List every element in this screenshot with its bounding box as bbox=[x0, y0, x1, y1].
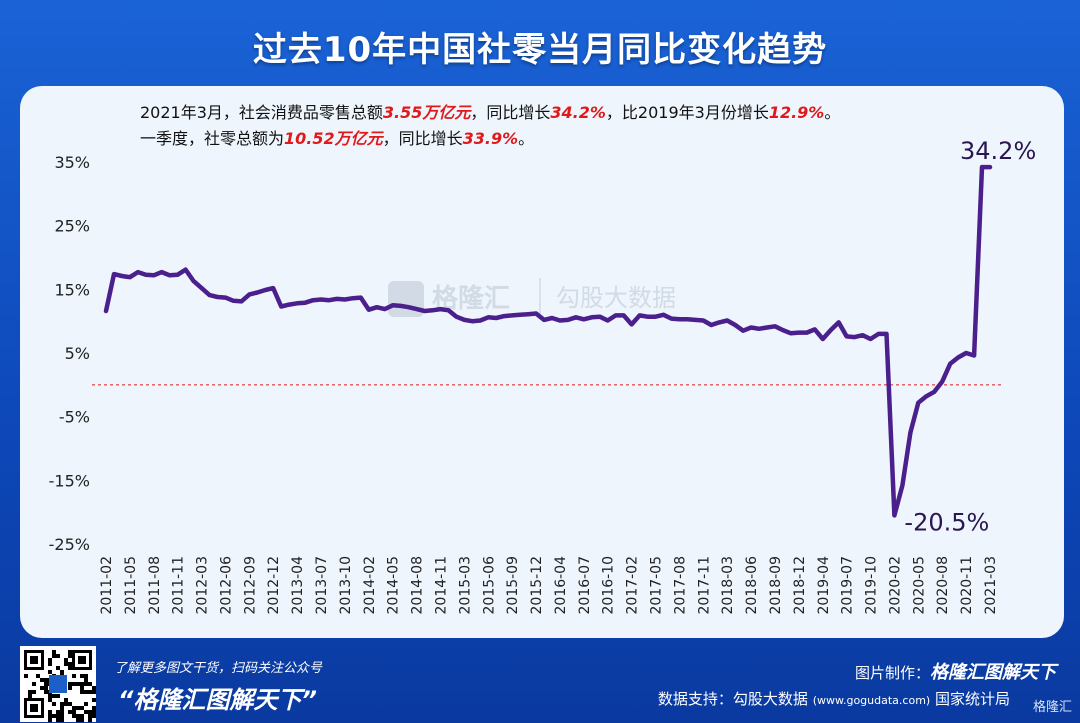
credit-label: 图片制作： bbox=[854, 664, 930, 682]
y-tick-label: 15% bbox=[54, 280, 90, 299]
y-tick-label: 35% bbox=[54, 153, 90, 172]
note-text: 一季度，社零总额为 bbox=[140, 129, 285, 148]
y-tick-label: -5% bbox=[59, 408, 90, 427]
x-tick-label: 2015-12 bbox=[529, 556, 545, 615]
y-axis: 35% 25% 15% 5% -5% -15% -25% bbox=[49, 153, 90, 554]
x-tick-label: 2016-10 bbox=[601, 556, 617, 615]
qr-code-icon bbox=[20, 646, 96, 722]
y-tick-label: 5% bbox=[65, 344, 90, 363]
x-tick-label: 2012-03 bbox=[195, 556, 211, 615]
note-text: ，同比增长 bbox=[382, 129, 463, 148]
annotations: 34.2% -20.5% bbox=[904, 137, 1036, 536]
annotation-max: 34.2% bbox=[960, 137, 1036, 165]
note-text: ，同比增长 bbox=[470, 103, 551, 122]
x-tick-label: 2018-06 bbox=[744, 556, 760, 615]
x-tick-label: 2014-11 bbox=[433, 556, 449, 615]
y-tick-label: -15% bbox=[49, 471, 90, 490]
x-tick-label: 2017-11 bbox=[696, 556, 712, 615]
x-tick-label: 2012-12 bbox=[266, 556, 282, 615]
x-tick-label: 2020-05 bbox=[911, 556, 927, 615]
x-tick-label: 2019-04 bbox=[816, 556, 832, 615]
credit-name: 格隆汇图解天下 bbox=[930, 662, 1056, 683]
page-title: 过去10年中国社零当月同比变化趋势 bbox=[252, 30, 828, 70]
note-value-q1-total: 10.52万亿元 bbox=[284, 129, 383, 148]
footer-tagline: 了解更多图文干货，扫码关注公众号 bbox=[114, 661, 323, 676]
source-label: 数据支持：勾股大数据 bbox=[657, 690, 808, 708]
corner-logo: 格隆汇 bbox=[1032, 700, 1072, 715]
x-tick-label: 2015-06 bbox=[481, 556, 497, 615]
chart-panel bbox=[20, 86, 1064, 638]
x-tick-label: 2019-10 bbox=[864, 556, 880, 615]
y-tick-label: -25% bbox=[49, 535, 90, 554]
x-tick-label: 2017-02 bbox=[625, 556, 641, 615]
source-org: 国家统计局 bbox=[934, 690, 1010, 708]
note-value-vs2019: 12.9% bbox=[768, 103, 825, 122]
x-tick-label: 2013-04 bbox=[290, 556, 306, 615]
annotation-min: -20.5% bbox=[904, 508, 989, 536]
footer-brand: “格隆汇图解天下” bbox=[118, 686, 317, 714]
note-value-q1-yoy: 33.9% bbox=[462, 129, 519, 148]
footer: 了解更多图文干货，扫码关注公众号 “格隆汇图解天下” 图片制作：格隆汇图解天下 … bbox=[0, 638, 1080, 723]
note-line-1: 2021年3月，社会消费品零售总额3.55万亿元，同比增长34.2%，比2019… bbox=[140, 100, 840, 126]
x-tick-label: 2018-03 bbox=[720, 556, 736, 615]
note-text: 。 bbox=[824, 103, 841, 122]
y-tick-label: 25% bbox=[54, 217, 90, 236]
x-tick-label: 2016-07 bbox=[577, 556, 593, 615]
note-text: 。 bbox=[518, 129, 535, 148]
x-tick-label: 2013-10 bbox=[338, 556, 354, 615]
x-tick-label: 2014-05 bbox=[386, 556, 402, 615]
watermark-partner: 勾股大数据 bbox=[556, 284, 676, 312]
x-tick-label: 2012-06 bbox=[218, 556, 234, 615]
x-tick-label: 2017-05 bbox=[649, 556, 665, 615]
x-tick-label: 2018-12 bbox=[792, 556, 808, 615]
x-tick-label: 2013-07 bbox=[314, 556, 330, 615]
source-url: (www.gogudata.com) bbox=[812, 694, 931, 707]
x-tick-label: 2011-02 bbox=[99, 556, 115, 615]
x-tick-label: 2015-03 bbox=[457, 556, 473, 615]
series-line bbox=[103, 164, 993, 518]
x-tick-label: 2021-03 bbox=[983, 556, 999, 615]
x-tick-label: 2011-08 bbox=[147, 556, 163, 615]
note-text: 2021年3月，社会消费品零售总额 bbox=[140, 103, 383, 122]
x-tick-label: 2016-04 bbox=[553, 556, 569, 615]
x-tick-label: 2012-09 bbox=[242, 556, 258, 615]
x-tick-label: 2014-02 bbox=[362, 556, 378, 615]
x-tick-label: 2020-08 bbox=[935, 556, 951, 615]
x-tick-label: 2011-11 bbox=[171, 556, 187, 615]
x-tick-label: 2015-09 bbox=[505, 556, 521, 615]
footer-source: 数据支持：勾股大数据 (www.gogudata.com) 国家统计局 bbox=[658, 688, 1058, 709]
x-axis: 2011-02 2011-05 2011-08 2011-11 2012-03 2012-… bbox=[99, 556, 999, 615]
x-tick-label: 2020-11 bbox=[959, 556, 975, 615]
chart-notes: 2021年3月，社会消费品零售总额3.55万亿元，同比增长34.2%，比2019… bbox=[140, 100, 840, 152]
x-tick-label: 2017-08 bbox=[672, 556, 688, 615]
x-tick-label: 2018-09 bbox=[768, 556, 784, 615]
note-text: ，比2019年3月份增长 bbox=[605, 103, 769, 122]
note-value-total: 3.55万亿元 bbox=[382, 103, 471, 122]
x-tick-label: 2011-05 bbox=[123, 556, 139, 615]
note-line-2: 一季度，社零总额为10.52万亿元，同比增长33.9%。 bbox=[140, 126, 840, 152]
footer-credit: 图片制作：格隆汇图解天下 bbox=[855, 658, 1056, 684]
note-value-yoy: 34.2% bbox=[550, 103, 606, 122]
x-tick-label: 2020-02 bbox=[887, 556, 903, 615]
watermark: 格隆汇 勾股大数据 bbox=[388, 278, 676, 318]
x-tick-label: 2019-07 bbox=[840, 556, 856, 615]
x-tick-label: 2014-08 bbox=[410, 556, 426, 615]
